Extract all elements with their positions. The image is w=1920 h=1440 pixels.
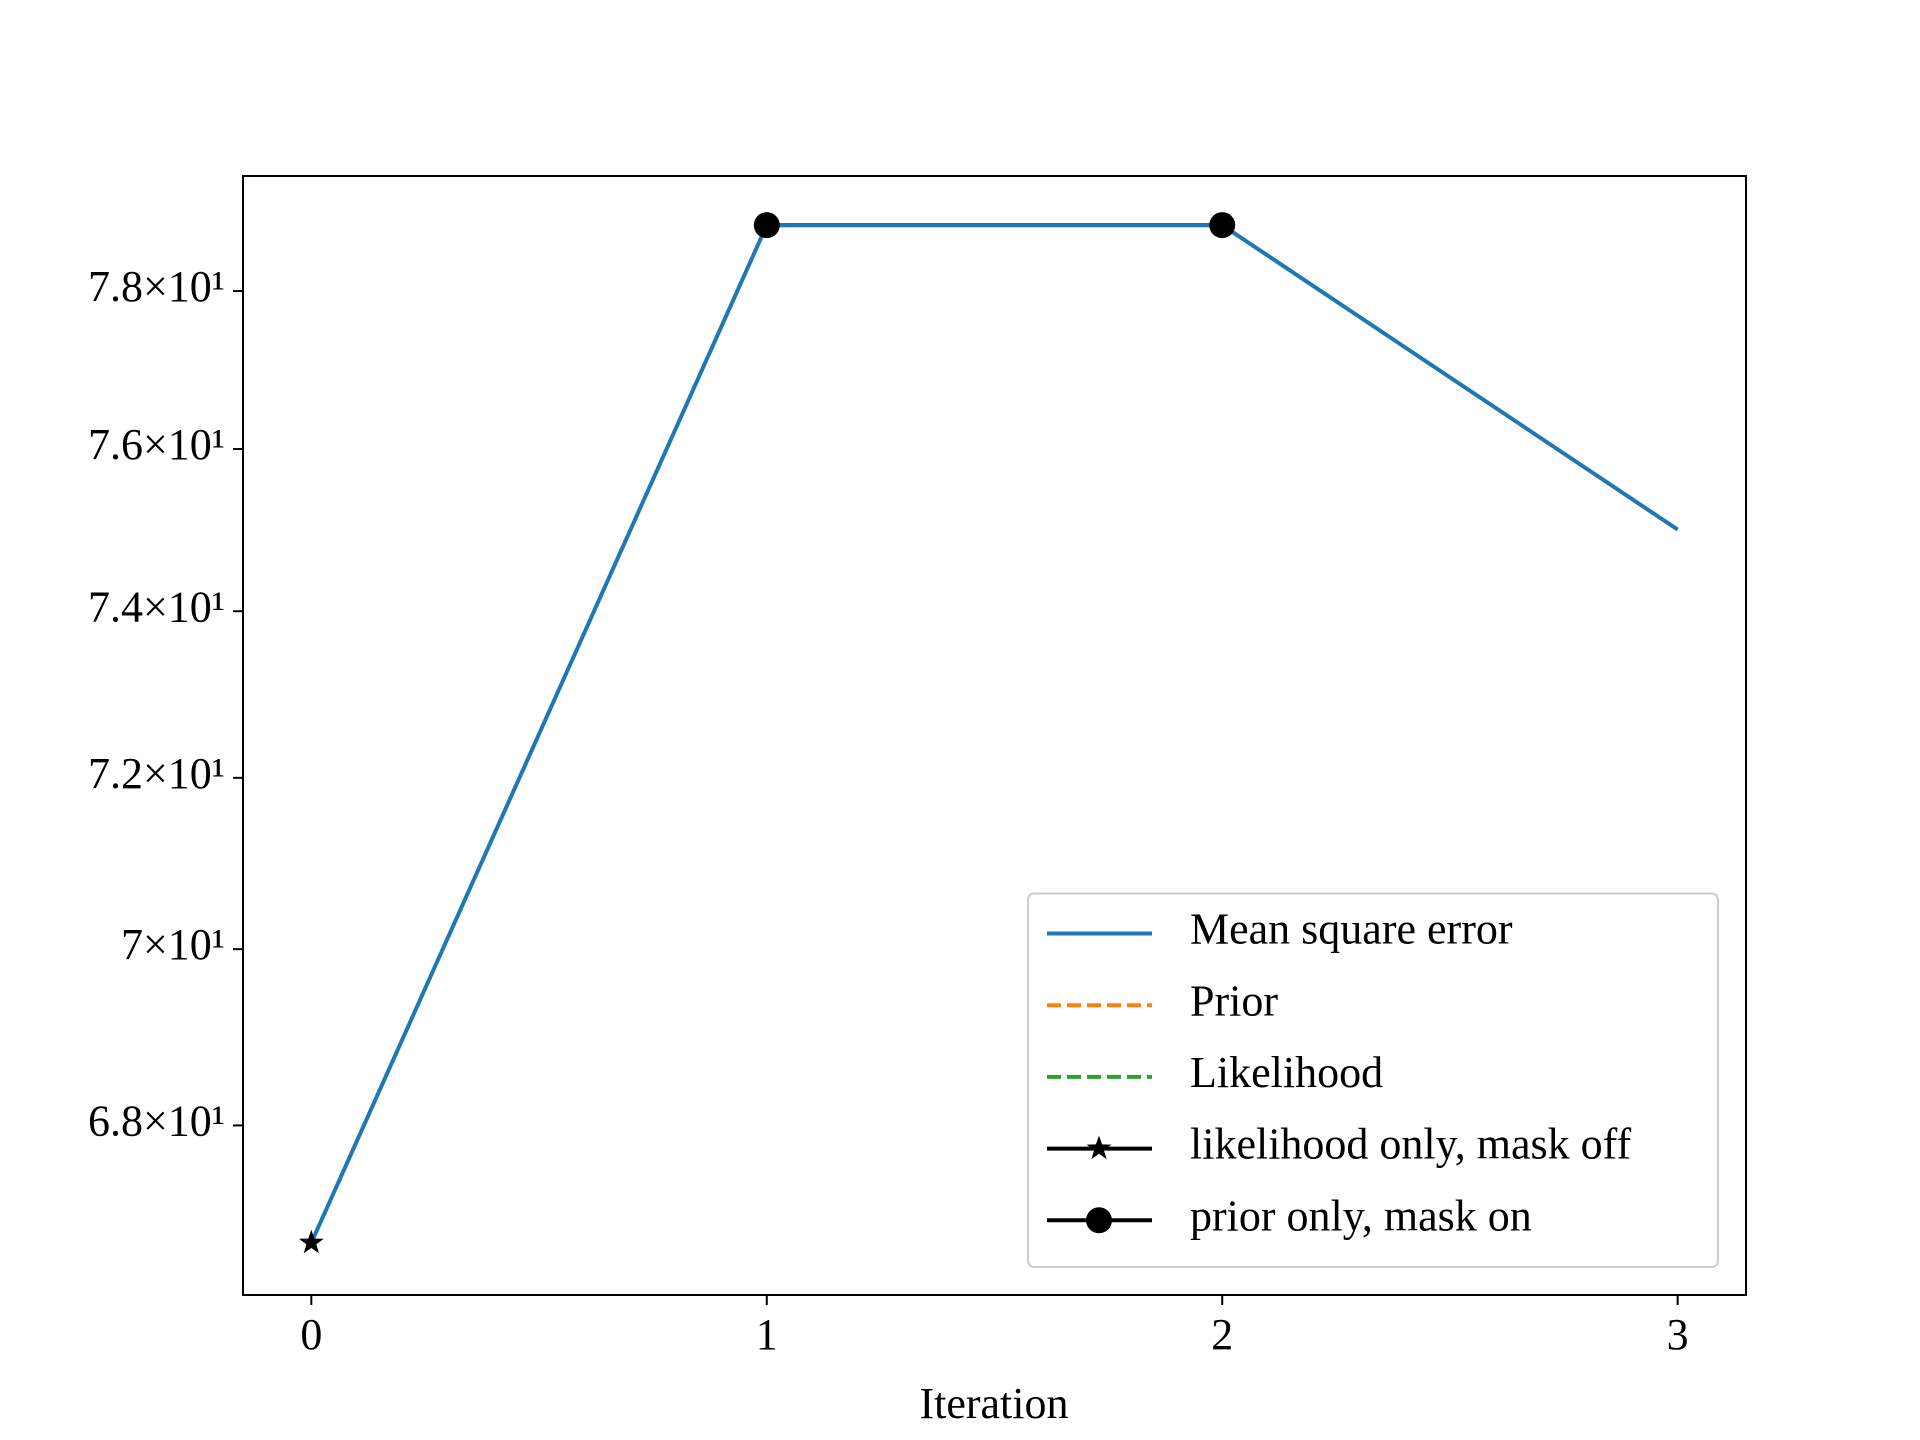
legend-label: Mean square error (1190, 905, 1513, 954)
x-tick-label: 3 (1667, 1310, 1689, 1359)
point-marker (753, 212, 780, 239)
series-line (309, 223, 1679, 1244)
y-tick-label: 6.8×10¹ (88, 1097, 225, 1146)
x-tick-label: 1 (756, 1310, 778, 1359)
point-marker (1209, 212, 1236, 239)
y-tick-label: 7×10¹ (121, 920, 225, 969)
y-tick-label: 7.2×10¹ (88, 749, 225, 798)
x-tick-label: 2 (1211, 1310, 1233, 1359)
point-marker (1086, 1207, 1112, 1234)
legend-label: prior only, mask on (1190, 1191, 1532, 1240)
x-tick-label: 0 (300, 1310, 322, 1359)
legend-label: Likelihood (1190, 1048, 1383, 1097)
legend-label: Prior (1190, 976, 1278, 1025)
plot-frame (242, 175, 1747, 1296)
legend: Mean square error Prior Likelihood likeliho… (1027, 892, 1719, 1268)
y-tick-label: 7.6×10¹ (88, 420, 225, 469)
point-marker (299, 1229, 324, 1254)
legend-label: likelihood only, mask off (1190, 1120, 1632, 1169)
x-axis-label: Iteration (919, 1379, 1068, 1428)
y-tick-label: 7.4×10¹ (88, 582, 225, 631)
point-marker (1086, 1135, 1112, 1160)
legend-box (1027, 892, 1719, 1268)
y-tick-label: 7.8×10¹ (88, 262, 225, 311)
